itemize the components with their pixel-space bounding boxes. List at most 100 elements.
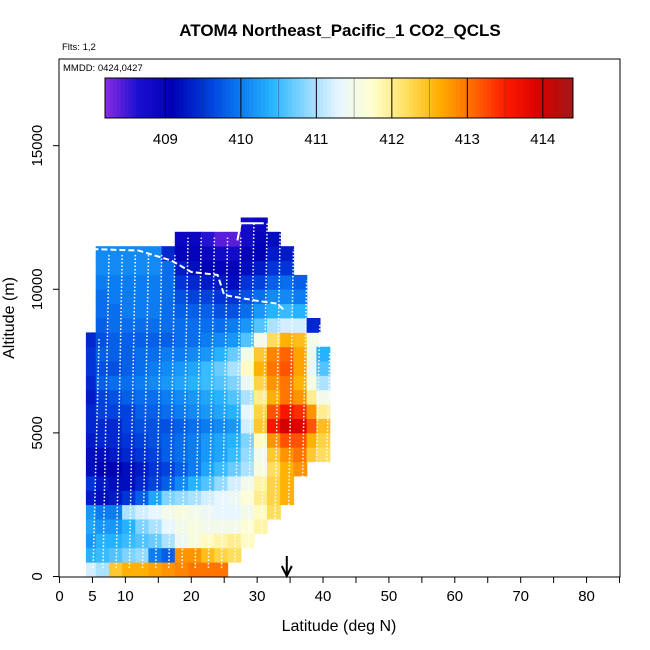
heatmap-cell — [148, 547, 163, 563]
heatmap-cell — [293, 375, 308, 391]
x-tick-label: 0 — [55, 588, 63, 605]
heatmap-cell — [240, 490, 255, 506]
heatmap-cell — [188, 318, 202, 333]
colorbar-segment — [370, 78, 375, 118]
heatmap-cell — [214, 519, 229, 534]
heatmap-cell — [253, 519, 268, 534]
heatmap-cell — [201, 375, 215, 391]
colorbar-segment — [136, 78, 141, 118]
heatmap-cell — [188, 504, 202, 520]
heatmap-cell — [174, 260, 189, 276]
heatmap-cell — [148, 519, 163, 534]
heatmap-cell — [214, 332, 229, 348]
heatmap-cell — [108, 389, 123, 405]
heatmap-cell — [148, 389, 163, 405]
heatmap-cell — [122, 303, 136, 319]
colorbar-segment — [565, 78, 570, 118]
heatmap-cell — [280, 289, 295, 305]
heatmap-cell — [267, 303, 281, 319]
heatmap-cell — [135, 260, 150, 276]
colorbar-segment — [327, 78, 332, 118]
heatmap-cell — [214, 375, 229, 391]
colorbar-segment — [175, 78, 180, 118]
colorbar-segment — [241, 78, 246, 118]
heatmap-cell — [201, 389, 215, 405]
colorbar-segment — [245, 78, 250, 118]
heatmap-cell — [240, 260, 255, 276]
heatmap-cell — [253, 361, 268, 376]
heatmap-cell — [161, 404, 176, 419]
colorbar-segment — [452, 78, 457, 118]
colorbar-tick-label: 414 — [530, 131, 555, 148]
heatmap-cell — [108, 361, 123, 376]
heatmap-cell — [161, 418, 176, 434]
flight-profile — [194, 237, 202, 568]
colorbar-segment — [506, 78, 512, 118]
heatmap-cell — [227, 504, 242, 520]
heatmap-cell — [95, 533, 110, 549]
heatmap-cell — [267, 490, 281, 506]
heatmap-cell — [174, 404, 189, 419]
heatmap-cell — [95, 389, 110, 405]
colorbar-segment — [202, 78, 207, 118]
flight-profile — [233, 237, 242, 568]
heatmap-cell — [240, 533, 255, 549]
heatmap-cell — [122, 519, 136, 534]
colorbar-segment — [300, 78, 305, 118]
heatmap-cell — [95, 361, 110, 376]
colorbar-segment — [479, 78, 484, 118]
heatmap-cell — [95, 260, 110, 276]
colorbar-segment — [323, 78, 328, 118]
heatmap-cell — [188, 303, 202, 319]
heatmap-cell — [122, 332, 136, 348]
colorbar-tick-label: 409 — [153, 131, 178, 148]
heatmap-cell — [293, 404, 308, 419]
colorbar-segment — [401, 78, 406, 118]
colorbar-segment — [124, 78, 129, 118]
heatmap-cell — [240, 476, 255, 491]
heatmap-cell — [280, 332, 295, 348]
heatmap-cell — [201, 404, 215, 419]
heatmap-cell — [201, 303, 215, 319]
colorbar-segment — [463, 78, 469, 118]
heatmap-cell — [174, 318, 189, 333]
heatmap-cell — [240, 504, 255, 520]
colorbar-segment — [210, 78, 215, 118]
heatmap-cell — [188, 361, 202, 376]
heatmap-cell — [188, 476, 202, 491]
heatmap-cell — [122, 504, 136, 520]
heatmap-cell — [188, 231, 202, 247]
colorbar-segment — [292, 78, 297, 118]
heatmap-cell — [214, 404, 229, 419]
colorbar-segment — [179, 78, 184, 118]
heatmap-cell — [148, 332, 163, 348]
heatmap-cell — [95, 519, 110, 534]
colorbar-segment — [186, 78, 192, 118]
heatmap-cell — [108, 562, 123, 577]
heatmap-cell — [267, 418, 281, 434]
heatmap-cell — [227, 418, 242, 434]
heatmap-cell — [148, 346, 163, 362]
heatmap-cell — [240, 447, 255, 463]
heatmap-cell — [161, 476, 176, 491]
heatmap-cell — [280, 361, 295, 376]
heatmap-cell — [135, 461, 150, 477]
heatmap-cell — [214, 504, 229, 520]
heatmap-cell — [174, 490, 189, 506]
heatmap-cell — [161, 461, 176, 477]
heatmap-cell — [201, 562, 215, 577]
colorbar-segment — [218, 78, 223, 118]
heatmap-cell — [240, 303, 255, 319]
heatmap-cell — [148, 461, 163, 477]
flight-profile — [260, 223, 268, 568]
x-tick-label: 5 — [88, 588, 96, 605]
heatmap-cell — [227, 476, 242, 491]
heatmap-cell — [267, 476, 281, 491]
heatmap-cell — [188, 547, 202, 563]
heatmap-cell — [161, 519, 176, 534]
colorbar-segment — [288, 78, 293, 118]
flight-profile — [207, 237, 216, 568]
colorbar-segment — [475, 78, 480, 118]
heatmap-cell — [148, 562, 163, 577]
heatmap-cell — [253, 418, 268, 434]
